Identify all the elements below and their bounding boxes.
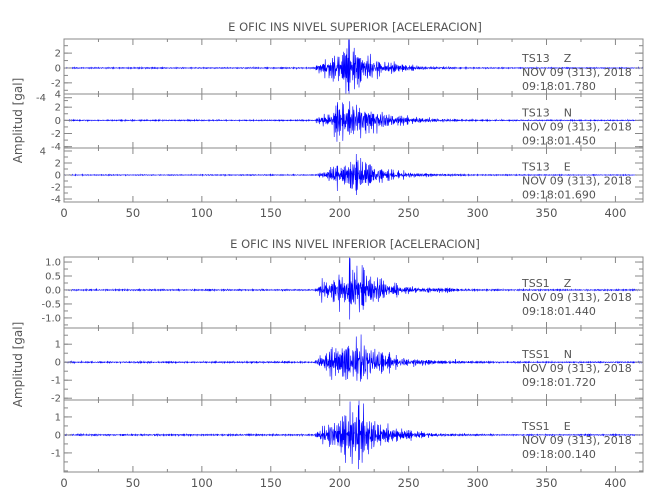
y-tick-label: 1 — [55, 412, 61, 423]
component-name: Z — [564, 277, 572, 290]
y-tick-label: -1 — [51, 376, 61, 387]
y-axis-label: Amplitud [gal] — [11, 78, 25, 164]
station-name: TSS1 — [521, 420, 550, 433]
y-axis-label: Amplitud [gal] — [11, 322, 25, 408]
x-tick-label: 350 — [536, 206, 558, 220]
y-tick-label: 0.0 — [45, 285, 61, 296]
x-tick-label: 0 — [60, 476, 67, 490]
y-tick-label: 0.5 — [45, 272, 61, 283]
x-tick-label: 350 — [536, 476, 558, 490]
component-name: E — [564, 161, 571, 174]
record-date: NOV 09 (313), 2018 — [522, 291, 632, 304]
x-tick-label: 250 — [398, 206, 420, 220]
x-tick-label: 200 — [329, 206, 351, 220]
station-component-label: TSS1 E — [521, 420, 571, 433]
y-tick-label: -2 — [51, 183, 61, 194]
y-tick-label: 0 — [55, 358, 61, 369]
record-time: 09:18:01.720 — [522, 376, 596, 389]
x-tick-label: 150 — [260, 206, 282, 220]
station-component-label: TSS1 Z — [521, 277, 572, 290]
chart-title: E OFIC INS NIVEL INFERIOR [ACELERACION] — [230, 237, 480, 251]
chart-inferior: E OFIC INS NIVEL INFERIOR [ACELERACION] A… — [11, 237, 644, 490]
y-tick-label: 2 — [55, 103, 61, 114]
y-tick-label: 2 — [55, 159, 61, 170]
x-tick-label: 150 — [260, 476, 282, 490]
station-name: TSS1 — [521, 277, 550, 290]
y-tick-label: 4 — [40, 147, 46, 158]
record-time: 09:18:01.780 — [522, 80, 596, 93]
y-tick-label: -4 — [51, 195, 61, 206]
waveform-trace — [63, 400, 644, 470]
y-tick-label: 4 — [55, 90, 61, 101]
y-tick-label: 1 — [55, 340, 61, 351]
y-tick-label: -4 — [51, 142, 61, 153]
station-name: TS13 — [521, 107, 550, 120]
chart-title: E OFIC INS NIVEL SUPERIOR [ACELERACION] — [228, 20, 482, 34]
record-date: NOV 09 (313), 2018 — [522, 362, 632, 375]
x-tick-label: 50 — [126, 206, 141, 220]
record-date: NOV 09 (313), 2018 — [522, 66, 632, 79]
y-tick-label: 0 — [55, 430, 61, 441]
x-tick-label: 0 — [60, 206, 67, 220]
y-tick-label: -1 — [51, 448, 61, 459]
y-tick-label: -2 — [51, 78, 61, 89]
record-date: NOV 09 (313), 2018 — [522, 121, 632, 134]
panel-frame — [63, 399, 644, 473]
y-tick-label: -4 — [36, 93, 46, 104]
y-tick-label: -0.5 — [41, 299, 61, 310]
y-tick-label: 0 — [55, 116, 61, 127]
y-tick-label: -2 — [51, 129, 61, 140]
station-component-label: TS13 N — [521, 107, 572, 120]
y-tick-label: -1.0 — [41, 313, 61, 324]
waveform-trace — [63, 334, 644, 382]
x-tick-label: 300 — [467, 476, 489, 490]
station-component-label: TSS1 N — [521, 348, 572, 361]
chart-superior: E OFIC INS NIVEL SUPERIOR [ACELERACION] A… — [11, 20, 644, 220]
x-tick-label: 100 — [191, 476, 213, 490]
record-date: NOV 09 (313), 2018 — [522, 175, 632, 188]
component-name: E — [564, 420, 571, 433]
x-tick-label: 300 — [467, 206, 489, 220]
station-name: TSS1 — [521, 348, 550, 361]
x-tick-label: 400 — [604, 476, 626, 490]
record-time: 09:18:01.690 — [522, 189, 596, 202]
record-date: NOV 09 (313), 2018 — [522, 434, 632, 447]
component-name: Z — [564, 52, 572, 65]
x-tick-label: 400 — [604, 206, 626, 220]
record-time: 09:18:01.450 — [522, 135, 596, 148]
station-component-label: TS13 E — [521, 161, 571, 174]
x-tick-label: 200 — [329, 476, 351, 490]
station-component-label: TS13 Z — [521, 52, 572, 65]
waveform-trace — [63, 39, 644, 94]
y-tick-label: 1.0 — [45, 258, 61, 269]
y-tick-label: 0 — [55, 171, 61, 182]
waveform-trace — [63, 101, 644, 142]
y-tick-label: 2 — [55, 49, 61, 60]
x-tick-label: 100 — [191, 206, 213, 220]
x-tick-label: 50 — [126, 476, 141, 490]
component-name: N — [564, 107, 572, 120]
waveform-trace — [63, 154, 644, 195]
y-tick-label: 0 — [55, 63, 61, 74]
x-tick-label: 250 — [398, 476, 420, 490]
y-tick-label: -2 — [51, 394, 61, 405]
component-name: N — [564, 348, 572, 361]
record-time: 09:18:00.140 — [522, 448, 596, 461]
station-name: TS13 — [521, 52, 550, 65]
record-time: 09:18:01.440 — [522, 305, 596, 318]
station-name: TS13 — [521, 161, 550, 174]
waveform-trace — [63, 257, 644, 320]
